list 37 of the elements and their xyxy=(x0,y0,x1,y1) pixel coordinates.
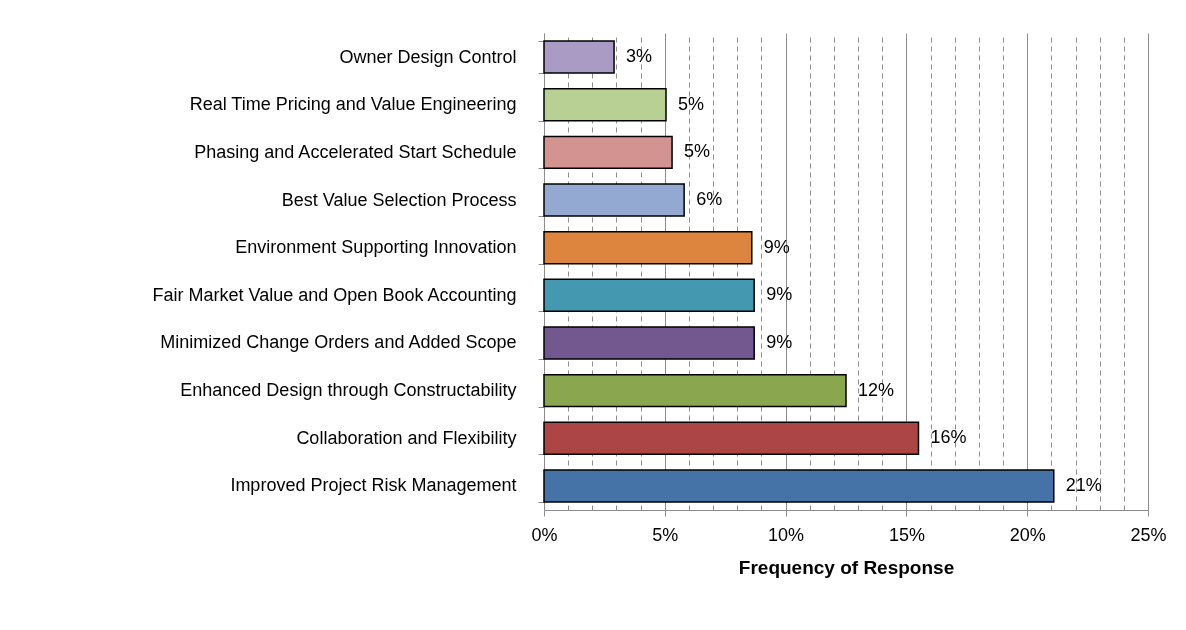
data-label: 3% xyxy=(626,46,653,67)
x-tick-label: 5% xyxy=(652,524,679,545)
data-label: 12% xyxy=(858,379,895,400)
bar xyxy=(543,326,755,360)
bar xyxy=(543,40,615,74)
x-tick-label: 25% xyxy=(1130,524,1167,545)
bar xyxy=(543,373,847,408)
bar xyxy=(543,183,685,217)
y-tick-label: Phasing and Accelerated Start Schedule xyxy=(194,141,517,162)
y-tick-label: Minimized Change Orders and Added Scope xyxy=(160,332,517,353)
y-tick-label: Real Time Pricing and Value Engineering xyxy=(189,94,517,115)
y-tick-label: Owner Design Control xyxy=(339,46,517,67)
bar xyxy=(543,230,753,265)
x-axis-title: Frequency of Response xyxy=(738,556,955,578)
bar xyxy=(543,135,673,170)
x-tick-label: 10% xyxy=(768,524,805,545)
y-tick-label: Enhanced Design through Constructability xyxy=(180,380,517,401)
data-label: 21% xyxy=(1065,474,1102,495)
data-label: 16% xyxy=(930,427,967,448)
data-label: 9% xyxy=(763,236,790,257)
y-tick-label: Environment Supporting Innovation xyxy=(235,237,517,258)
bar xyxy=(543,469,1055,503)
y-tick-label: Collaboration and Flexibility xyxy=(296,427,517,448)
x-tick-label: 0% xyxy=(531,524,558,545)
y-tick-label: Fair Market Value and Open Book Accounting xyxy=(152,284,517,305)
data-label: 5% xyxy=(678,93,705,114)
data-label: 9% xyxy=(766,331,793,352)
bar xyxy=(543,278,755,313)
x-tick-label: 20% xyxy=(1009,524,1046,545)
y-tick-label: Improved Project Risk Management xyxy=(230,475,517,496)
data-label: 6% xyxy=(696,189,723,210)
bar xyxy=(543,88,667,122)
x-tick-label: 15% xyxy=(888,524,925,545)
data-label: 9% xyxy=(766,284,793,305)
data-label: 5% xyxy=(684,141,711,162)
y-tick-label: Best Value Selection Process xyxy=(281,189,517,210)
bar xyxy=(543,421,920,455)
